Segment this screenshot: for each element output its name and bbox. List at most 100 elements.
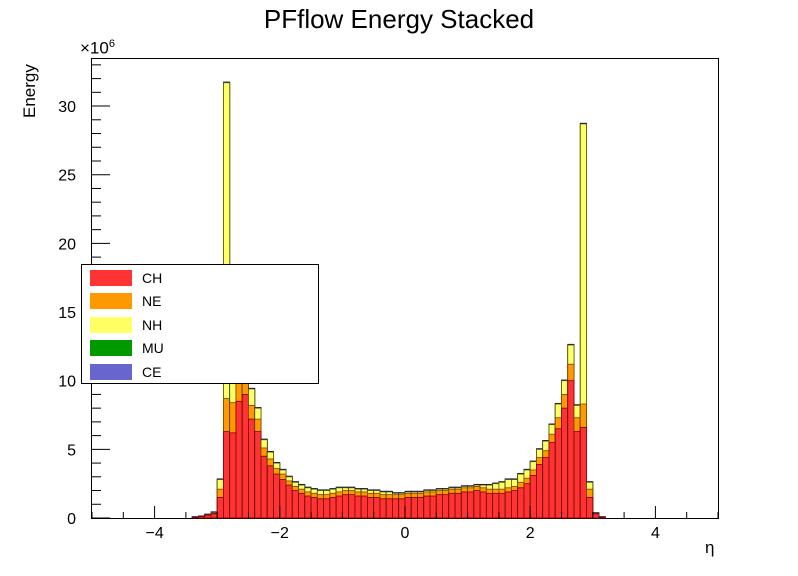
bar-ch-63 [586,497,594,519]
legend: CH NE NH MU CE [81,264,319,384]
bar-ch-53 [523,483,531,519]
bar-ch-33 [398,498,406,519]
y-tick-label: 5 [67,442,76,459]
bar-ch-60 [567,380,575,519]
legend-entry-mu: MU [90,338,164,358]
x-axis-title: η [705,538,715,557]
bar-ch-47 [485,492,494,519]
y-tick-label: 0 [67,511,76,528]
bar-ch-25 [348,494,356,519]
bar-ch-28 [367,497,375,519]
bar-ch-58 [554,428,562,519]
bar-ch-4 [216,497,224,519]
bar-ch-45 [473,490,481,519]
bar-ch-50 [504,491,512,519]
bar-ch-14 [279,479,287,519]
bar-ch-56 [542,457,550,519]
bar-ch-1 [198,516,206,519]
x-tick-label: 2 [526,525,535,542]
bar-ch-59 [561,407,569,519]
x-tick-label: −4 [145,525,163,542]
bar-ch-32 [392,498,400,519]
legend-label-ch: CH [142,270,163,286]
bar-ch-13 [273,473,281,519]
bar-ch-27 [360,495,368,519]
bar-ch-16 [291,490,299,519]
bar-ch-31 [385,498,393,519]
bar-ch-49 [498,492,506,519]
legend-swatch-mu [90,340,132,356]
bar-ch-12 [266,465,274,519]
bar-ch-15 [285,484,293,519]
bar-ch-11 [260,455,268,519]
legend-swatch-ce [90,364,132,380]
bar-ch-65 [598,516,606,519]
x-tick-label: 4 [651,525,660,542]
bar-ch-6 [229,432,237,519]
bar-ch-61 [573,431,581,519]
multiplier-exponent: 6 [108,38,115,50]
legend-label-ne: NE [142,293,162,309]
bar-ch-46 [479,491,487,519]
bar-ch-40 [442,494,450,519]
y-tick-label: 30 [58,99,76,116]
y-tick-label: 25 [58,168,76,185]
bar-ch-44 [467,491,475,519]
chart-title: PFflow Energy Stacked [263,4,535,34]
bar-ch-23 [335,495,343,519]
x-tick-label: −2 [271,525,289,542]
bar-ch-30 [379,498,387,519]
bar-ch-0 [191,516,199,519]
bar-ch-26 [354,495,362,519]
bar-ch-36 [417,497,425,519]
bar-ch-54 [529,475,537,519]
x-tick-label: 0 [401,525,410,542]
bar-ch-39 [435,494,443,519]
legend-label-mu: MU [142,340,164,356]
bar-ch-48 [492,492,500,519]
bar-ch-10 [254,431,262,519]
bar-ch-64 [592,513,600,519]
bar-ch-52 [517,487,525,519]
legend-entry-nh: NH [90,315,162,335]
bar-ch-38 [429,495,437,519]
legend-label-nh: NH [142,317,163,333]
bar-ch-22 [329,497,337,519]
bar-ch-21 [323,498,331,519]
bar-ch-5 [223,431,231,519]
bar-ch-19 [310,497,318,519]
bar-ch-2 [204,514,212,519]
bar-ch-3 [210,513,218,519]
bar-ch-51 [511,490,519,519]
multiplier-base: ×10 [80,38,109,58]
bar-ch-41 [448,492,456,519]
y-axis-title: Energy [20,64,39,118]
bar-ch-37 [423,495,431,519]
bar-ch-18 [304,495,312,519]
legend-swatch-ch [90,270,132,286]
bar-ch-8 [241,394,249,519]
legend-entry-ce: CE [90,362,161,382]
y-tick-label: 20 [58,236,76,253]
bar-ch-17 [298,492,306,519]
bar-ch-42 [454,492,462,519]
y-tick-label: 10 [58,374,76,391]
legend-entry-ne: NE [90,291,161,311]
bar-ch-34 [404,497,412,519]
legend-entry-ch: CH [90,268,162,288]
legend-label-ce: CE [142,364,162,380]
legend-swatch-nh [90,317,132,333]
bar-ch-55 [536,464,544,519]
bar-ch-7 [235,400,243,519]
bar-ch-35 [410,497,418,519]
bar-ch-29 [373,497,381,519]
bar-ch-20 [316,498,325,519]
legend-swatch-ne [90,293,132,309]
bar-ch-43 [460,491,468,519]
bar-ch-9 [248,418,256,519]
bar-ch-24 [341,494,350,519]
y-axis-multiplier: ×106 [80,38,115,59]
bar-ch-57 [548,442,556,519]
axes-group: −4 −2 0 2 4 0 5 10 15 20 25 30 [58,64,719,542]
y-tick-label: 15 [58,305,76,322]
